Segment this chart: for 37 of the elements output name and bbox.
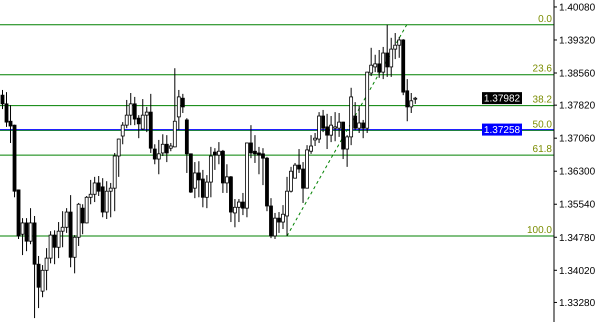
y-tick-label: 1.37060 [559,134,596,145]
annotation: 100.0 [526,224,552,236]
candlestick [325,113,329,150]
annotation: 61.8 [532,144,552,156]
candlestick [180,93,185,114]
y-tick-label: 1.39320 [559,35,596,46]
candlestick [104,180,109,220]
annotation: 38.2 [532,94,552,106]
candlestick [164,134,169,163]
candlestick [373,54,378,73]
y-tick-label: 1.35540 [559,200,596,211]
annotation: 50.0 [532,119,552,130]
candlestick [277,212,281,234]
y-tick-label: 1.40080 [559,2,596,14]
annotation: 23.6 [532,64,552,75]
candlestick [92,176,97,203]
ref-line-label: 1.37258 [484,125,521,136]
candlestick [24,218,28,252]
y-tick-label: 1.33280 [559,298,596,309]
annotation: 0.0 [538,14,552,25]
candlestick [132,96,137,126]
candlestick [377,49,382,78]
candlestick [128,92,133,126]
candlestick [385,24,390,78]
annotation: 1.37982 [484,94,521,105]
y-tick-label: 1.38560 [559,68,596,80]
y-tick-label: 1.37820 [559,100,596,112]
candlestick [317,112,321,144]
candlestick [357,106,362,134]
candlestick [409,92,414,114]
candlestick [333,112,338,142]
y-tick-label: 1.34020 [559,266,596,277]
y-tick-label: 1.34780 [559,232,596,244]
candlestick [52,230,56,265]
y-tick-label: 1.36300 [559,166,596,178]
candlestick [389,37,394,78]
candlestick [156,139,161,175]
